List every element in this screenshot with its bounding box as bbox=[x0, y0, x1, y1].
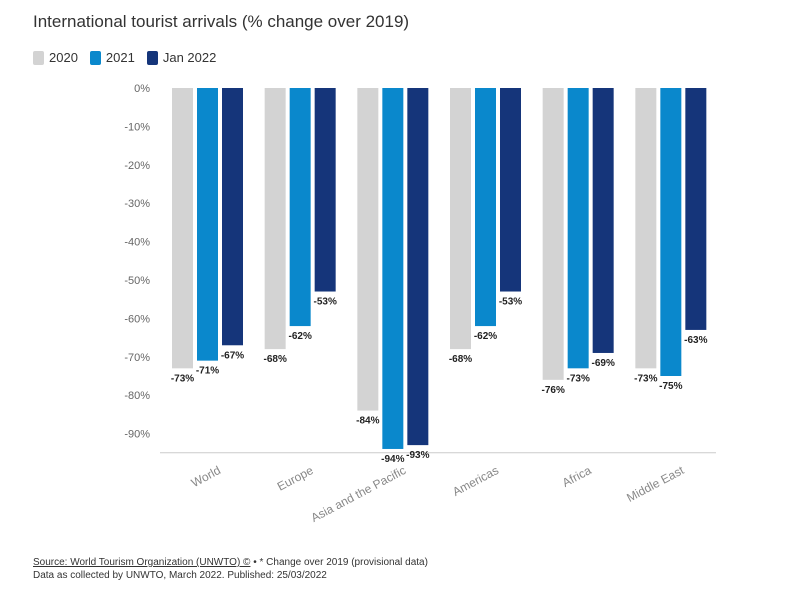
data-label: -62% bbox=[288, 331, 311, 342]
bar bbox=[407, 88, 429, 446]
bar bbox=[592, 88, 614, 353]
legend-label-2020: 2020 bbox=[49, 50, 78, 65]
data-label: -67% bbox=[221, 350, 244, 361]
bar bbox=[567, 88, 589, 369]
x-category-label: Americas bbox=[450, 463, 501, 499]
source-note: • * Change over 2019 (provisional data) bbox=[250, 557, 428, 568]
bar bbox=[314, 88, 336, 292]
data-label: -94% bbox=[381, 454, 404, 465]
data-label: -68% bbox=[263, 354, 286, 365]
x-category-label: Europe bbox=[275, 463, 316, 494]
data-label: -76% bbox=[541, 385, 564, 396]
data-label: -53% bbox=[499, 297, 522, 308]
y-tick-label: -50% bbox=[124, 275, 150, 287]
bar bbox=[635, 88, 657, 369]
y-tick-label: -60% bbox=[124, 313, 150, 325]
data-label: -75% bbox=[659, 381, 682, 392]
legend-item-jan-2022[interactable]: Jan 2022 bbox=[146, 50, 217, 65]
bar bbox=[357, 88, 379, 411]
legend-label-2021: 2021 bbox=[105, 50, 135, 65]
legend-swatch-2021 bbox=[89, 50, 101, 65]
bar bbox=[222, 88, 243, 346]
bar bbox=[382, 88, 404, 449]
y-tick-label: 0% bbox=[134, 83, 150, 95]
footer: Source: World Tourism Organization (UNWT… bbox=[33, 556, 428, 582]
x-category-label: Asia and the Pacific bbox=[309, 463, 409, 525]
y-tick-label: -80% bbox=[124, 390, 150, 402]
x-category-label: Africa bbox=[560, 463, 594, 490]
bar bbox=[475, 88, 496, 327]
legend-label-jan-2022: Jan 2022 bbox=[162, 50, 217, 65]
footer-line-2: Data as collected by UNWTO, March 2022. … bbox=[33, 570, 327, 581]
bar bbox=[660, 88, 682, 376]
bar bbox=[500, 88, 521, 292]
data-label: -68% bbox=[449, 354, 472, 365]
data-label: -73% bbox=[634, 373, 657, 384]
data-label: -93% bbox=[406, 450, 429, 461]
bar bbox=[685, 88, 707, 330]
legend: 2020 2021 Jan 2022 bbox=[33, 50, 216, 65]
data-label: -53% bbox=[313, 297, 336, 308]
y-tick-label: -20% bbox=[124, 160, 150, 172]
data-label: -69% bbox=[591, 358, 614, 369]
bar bbox=[172, 88, 193, 369]
footer-line-1: Source: World Tourism Organization (UNWT… bbox=[33, 556, 428, 569]
y-tick-label: -30% bbox=[124, 198, 150, 210]
data-label: -63% bbox=[684, 335, 707, 346]
data-label: -73% bbox=[171, 373, 194, 384]
source-link[interactable]: Source: World Tourism Organization (UNWT… bbox=[33, 557, 251, 568]
legend-item-2020[interactable]: 2020 bbox=[33, 50, 78, 65]
data-label: -71% bbox=[196, 366, 219, 377]
legend-swatch-jan-2022 bbox=[146, 50, 158, 65]
bar bbox=[264, 88, 286, 350]
bar bbox=[289, 88, 311, 327]
y-tick-label: -70% bbox=[124, 352, 150, 364]
x-category-label: World bbox=[189, 463, 223, 490]
bar bbox=[197, 88, 218, 361]
bar bbox=[450, 88, 471, 350]
bar bbox=[542, 88, 564, 380]
chart-title: International tourist arrivals (% change… bbox=[33, 12, 410, 31]
data-label: -73% bbox=[566, 373, 589, 384]
y-tick-label: -90% bbox=[124, 429, 150, 441]
legend-swatch-2020 bbox=[33, 50, 44, 65]
y-tick-label: -40% bbox=[124, 237, 150, 249]
data-label: -62% bbox=[474, 331, 497, 342]
x-category-label: Middle East bbox=[624, 463, 687, 505]
legend-item-2021[interactable]: 2021 bbox=[89, 50, 135, 65]
data-label: -84% bbox=[356, 416, 379, 427]
y-tick-label: -10% bbox=[124, 121, 150, 133]
